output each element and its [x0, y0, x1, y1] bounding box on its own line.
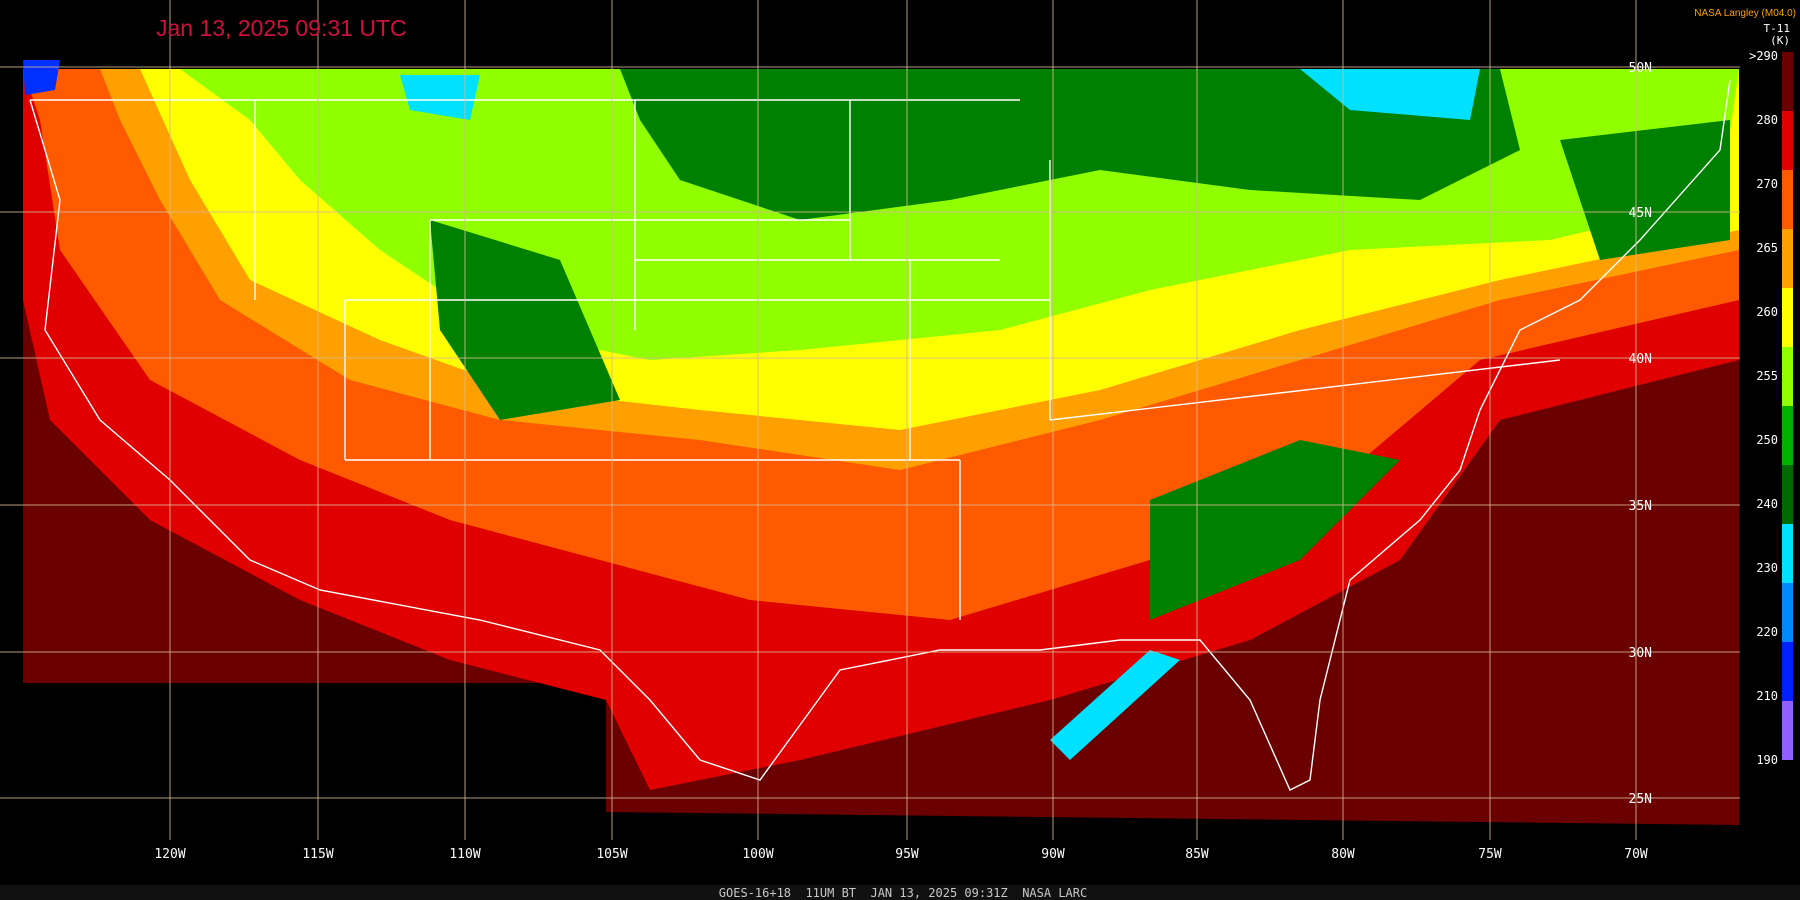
longitude-label: 80W [1331, 847, 1355, 862]
colorbar-segment [1782, 465, 1793, 524]
latitude-label: 45N [1629, 206, 1652, 221]
latitude-label: 35N [1629, 499, 1652, 514]
longitude-label: 95W [895, 847, 919, 862]
longitude-label: 85W [1185, 847, 1209, 862]
colorbar-label: 230 [1756, 561, 1778, 575]
timestamp: Jan 13, 2025 09:31 UTC [156, 15, 407, 41]
colorbar-label: 260 [1756, 305, 1778, 319]
colorbar-segment [1782, 524, 1793, 583]
credit: NASA Langley (M04.0) [1694, 8, 1796, 19]
green-zone [620, 69, 1520, 220]
colorbar-segment [1782, 288, 1793, 347]
longitude-label: 75W [1478, 847, 1502, 862]
borders [29, 79, 1731, 791]
colorbar-segment [1782, 583, 1793, 642]
latitude-label: 40N [1629, 352, 1652, 367]
colorbar-label: 250 [1756, 433, 1778, 447]
longitude-label: 100W [742, 847, 773, 862]
colorbar-segment [1782, 406, 1793, 465]
green-zone [1150, 440, 1400, 620]
latitude-labels: 50N 45N 40N 35N 30N 25N [1629, 61, 1652, 807]
state-borders [30, 99, 1561, 620]
graticule [0, 0, 1740, 840]
colorbar-label: 190 [1756, 753, 1778, 767]
green-zone [430, 220, 620, 420]
latitude-label: 25N [1629, 792, 1652, 807]
longitude-label: 90W [1041, 847, 1065, 862]
imagery [23, 60, 1739, 825]
longitude-label: 70W [1624, 847, 1648, 862]
colorbar-label: 280 [1756, 113, 1778, 127]
latitude-label: 50N [1629, 61, 1652, 76]
colorbar-segment [1782, 111, 1793, 170]
colorbar-label: 220 [1756, 625, 1778, 639]
colorbar-label: 270 [1756, 177, 1778, 191]
longitude-label: 110W [449, 847, 480, 862]
colorbar-label: >290 [1749, 49, 1778, 63]
coastline [29, 79, 1731, 791]
colorbar-title: T-11 [1764, 22, 1791, 35]
colorbar-segment [1782, 229, 1793, 288]
longitude-label: 120W [154, 847, 185, 862]
latitude-label: 30N [1629, 646, 1652, 661]
colorbar-unit: (K) [1770, 34, 1790, 47]
colorbar-label: 210 [1756, 689, 1778, 703]
footer-bar [0, 885, 1800, 900]
colorbar-segment [1782, 170, 1793, 229]
cyan-zone [400, 75, 480, 120]
cyan-zone [1050, 650, 1180, 760]
colorbar: >290 280 270 265 260 255 250 240 230 220 210 190 [1749, 49, 1793, 767]
longitude-labels: 120W 115W 110W 105W 100W 95W 90W 85W 80W 75W 70W [154, 847, 1648, 862]
cyan-zone [1300, 69, 1480, 120]
footer: GOES-16+18 11UM BT JAN 13, 2025 09:31Z N… [719, 886, 1087, 900]
colorbar-label: 240 [1756, 497, 1778, 511]
colorbar-segment [1782, 642, 1793, 701]
longitude-label: 105W [596, 847, 627, 862]
colorbar-label: 265 [1756, 241, 1778, 255]
longitude-label: 115W [302, 847, 333, 862]
green-zone [1560, 120, 1730, 260]
colorbar-segment [1782, 347, 1793, 406]
blue-zone [23, 60, 60, 95]
colorbar-segment [1782, 701, 1793, 760]
colorbar-label: 255 [1756, 369, 1778, 383]
colorbar-segment [1782, 52, 1793, 111]
